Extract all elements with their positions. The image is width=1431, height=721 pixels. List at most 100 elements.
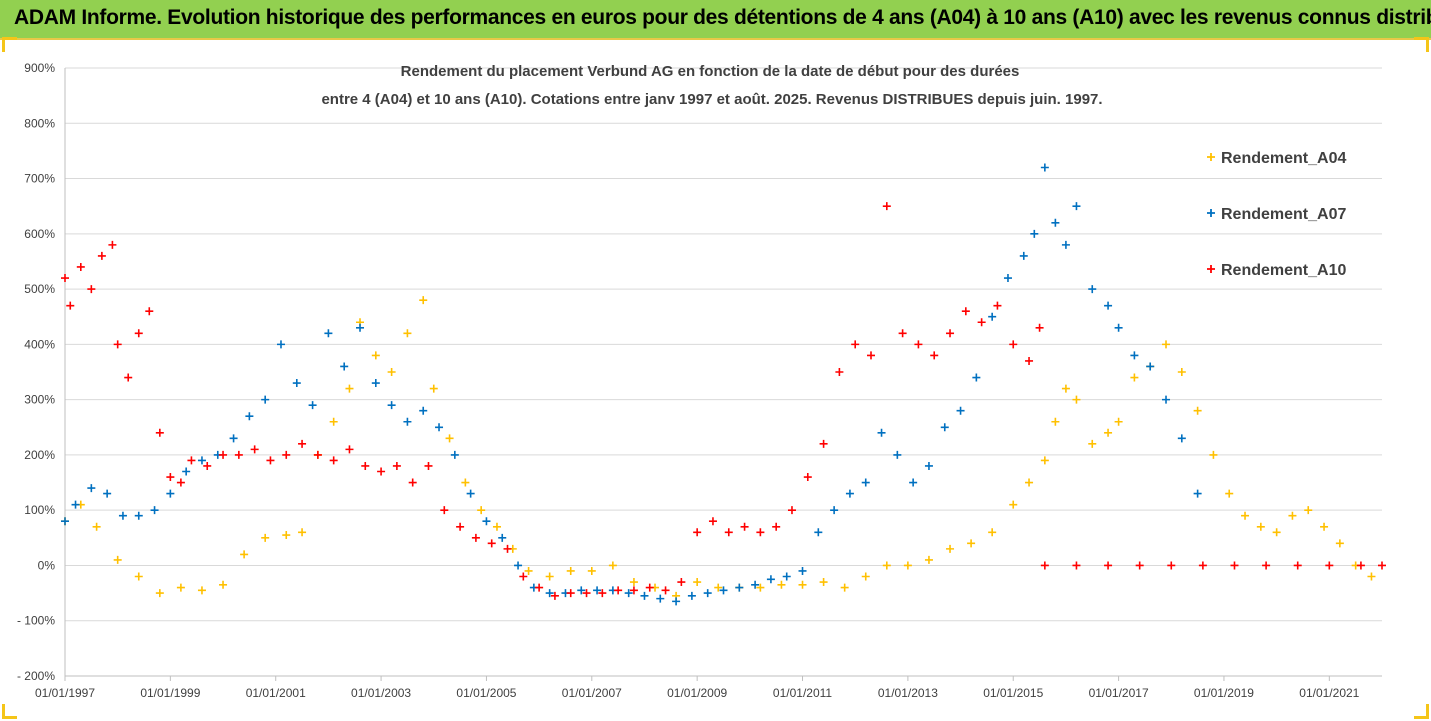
data-point: [1193, 406, 1202, 415]
data-point: [1003, 274, 1012, 283]
data-point: [1146, 362, 1155, 371]
page-title: ADAM Informe. Evolution historique des p…: [14, 6, 1431, 29]
data-point: [1325, 561, 1334, 570]
data-point: [1040, 163, 1049, 172]
data-point: [1019, 251, 1028, 260]
data-point: [234, 450, 243, 459]
data-point: [176, 583, 185, 592]
data-point: [471, 533, 480, 542]
data-point: [751, 580, 760, 589]
data-point: [498, 533, 507, 542]
data-point: [419, 296, 428, 305]
data-point: [292, 379, 301, 388]
data-point: [1051, 218, 1060, 227]
legend-marker: [1207, 209, 1215, 217]
data-point: [329, 456, 338, 465]
data-point: [145, 307, 154, 316]
data-point: [1193, 489, 1202, 498]
data-point: [282, 450, 291, 459]
x-tick-label: 01/01/2005: [456, 686, 516, 700]
data-point: [861, 478, 870, 487]
legend-label: Rendement_A07: [1221, 206, 1346, 223]
data-point: [882, 202, 891, 211]
data-point: [276, 340, 285, 349]
data-point: [356, 323, 365, 332]
data-point: [1040, 456, 1049, 465]
data-point: [1304, 506, 1313, 515]
data-point: [155, 428, 164, 437]
data-point: [524, 566, 533, 575]
data-point: [803, 473, 812, 482]
data-point: [898, 329, 907, 338]
data-point: [1198, 561, 1207, 570]
data-point: [445, 434, 454, 443]
data-point: [97, 251, 106, 260]
data-point: [503, 544, 512, 553]
data-point: [298, 439, 307, 448]
data-point: [787, 506, 796, 515]
data-point: [1025, 356, 1034, 365]
x-tick-label: 01/01/1997: [35, 686, 95, 700]
data-point: [1104, 561, 1113, 570]
data-point: [313, 450, 322, 459]
y-tick-label: 900%: [24, 61, 55, 75]
data-point: [435, 423, 444, 432]
y-tick-label: 800%: [24, 116, 55, 130]
data-point: [450, 450, 459, 459]
data-point: [1177, 434, 1186, 443]
x-tick-label: 01/01/2009: [667, 686, 727, 700]
data-point: [424, 461, 433, 470]
data-point: [150, 506, 159, 515]
data-point: [176, 478, 185, 487]
data-point: [946, 329, 955, 338]
data-point: [1104, 428, 1113, 437]
axes: [64, 68, 1382, 677]
data-point: [1262, 561, 1271, 570]
data-point: [187, 456, 196, 465]
data-point: [545, 572, 554, 581]
data-point: [593, 586, 602, 595]
x-tick-label: 01/01/2015: [983, 686, 1043, 700]
data-point: [819, 439, 828, 448]
data-point: [197, 456, 206, 465]
data-point: [861, 572, 870, 581]
x-tick-label: 01/01/2011: [773, 686, 832, 700]
series-Rendement_A07: [61, 163, 1202, 606]
data-point: [403, 329, 412, 338]
y-tick-label: - 200%: [17, 669, 55, 683]
y-axis-ticks: - 200% - 100% 0% 100% 200% 300% 400% 500% 600% 70…: [17, 61, 55, 683]
x-tick-label: 01/01/2013: [878, 686, 938, 700]
data-point: [535, 583, 544, 592]
data-point: [930, 351, 939, 360]
data-point: [134, 511, 143, 520]
data-point: [250, 445, 259, 454]
data-point: [988, 528, 997, 537]
data-point: [203, 461, 212, 470]
data-point: [1009, 340, 1018, 349]
data-point: [819, 578, 828, 587]
data-point: [1009, 500, 1018, 509]
data-point: [851, 340, 860, 349]
data-point: [693, 578, 702, 587]
data-point: [1335, 539, 1344, 548]
data-point: [1135, 561, 1144, 570]
data-point: [66, 301, 75, 310]
data-point: [408, 478, 417, 487]
data-point: [61, 274, 69, 283]
data-point: [687, 591, 696, 600]
data-point: [940, 423, 949, 432]
data-point: [587, 566, 596, 575]
data-point: [1130, 373, 1139, 382]
data-point: [661, 586, 670, 595]
data-point: [324, 329, 333, 338]
data-point: [108, 240, 117, 249]
data-point: [308, 401, 317, 410]
data-point: [545, 589, 554, 598]
data-point: [566, 589, 575, 598]
data-point: [624, 589, 633, 598]
x-tick-label: 01/01/2003: [351, 686, 411, 700]
data-point: [377, 467, 386, 476]
data-point: [166, 473, 175, 482]
data-point: [830, 506, 839, 515]
